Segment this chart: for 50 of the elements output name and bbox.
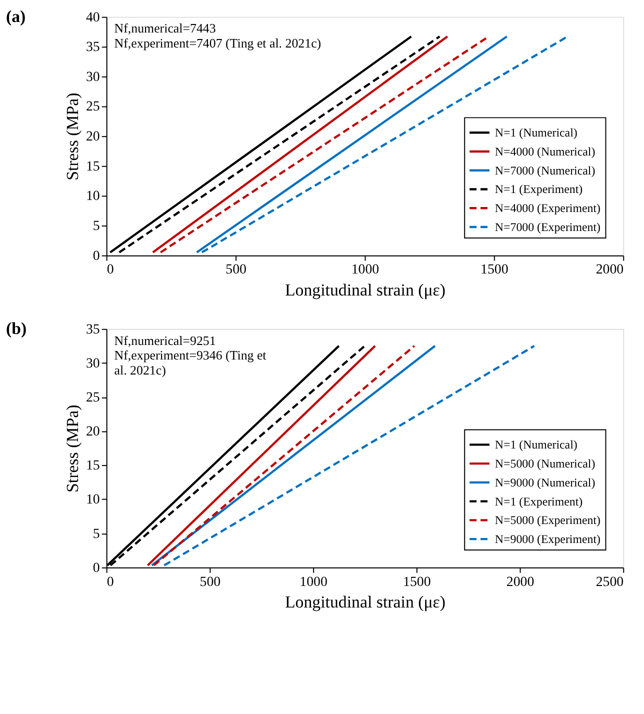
y-axis-title: Stress (MPa) [63, 404, 82, 492]
y-tick-label: 10 [86, 189, 100, 204]
x-axis-title: Longitudinal strain (με) [284, 280, 446, 300]
y-tick-label: 30 [86, 356, 100, 372]
x-axis-title: Longitudinal strain (με) [284, 592, 446, 612]
annotation: Nf,numerical=7443 [114, 20, 216, 36]
y-tick-label: 15 [86, 159, 100, 174]
y-tick-label: 5 [92, 218, 100, 234]
x-tick-label: 2000 [506, 574, 534, 590]
chart-title: (b) [6, 318, 27, 338]
y-tick-label: 10 [86, 492, 100, 508]
x-tick-label: 1000 [300, 574, 328, 590]
legend-label: N=9000 (Experiment) [494, 532, 601, 546]
x-tick-label: 2500 [596, 574, 624, 590]
x-tick-label: 2000 [596, 262, 624, 278]
legend-label: N=1 (Experiment) [494, 182, 583, 196]
legend-label: N=7000 (Experiment) [494, 220, 601, 234]
annotation: Nf,numerical=9251 [114, 332, 216, 348]
x-tick-label: 0 [106, 262, 114, 278]
y-tick-label: 5 [92, 526, 100, 542]
x-tick-label: 1500 [403, 574, 431, 590]
annotation: Nf,experiment=7407 (Ting et al. 2021c) [114, 36, 322, 51]
annotation: Nf,experiment=9346 (Ting et al. 2021c) [114, 348, 267, 378]
legend-label: N=7000 (Numerical) [494, 163, 596, 178]
y-tick-label: 15 [86, 458, 100, 474]
y-tick-label: 40 [86, 10, 100, 26]
legend-label: N=4000 (Numerical) [494, 144, 596, 158]
y-tick-label: 25 [86, 100, 100, 115]
legend-label: N=1 (Numerical) [494, 126, 578, 140]
y-tick-label: 20 [86, 130, 100, 145]
y-tick-label: 0 [92, 560, 100, 576]
legend-label: N=5000 (Numerical) [494, 456, 596, 471]
legend-label: N=9000 (Numerical) [494, 475, 596, 490]
legend-label: N=4000 (Experiment) [494, 201, 601, 216]
y-tick-label: 0 [92, 248, 100, 264]
x-tick-label: 1500 [480, 262, 508, 278]
x-tick-label: 1000 [351, 262, 380, 278]
y-tick-label: 25 [86, 390, 100, 406]
legend-label: N=1 (Numerical) [494, 438, 578, 452]
y-axis-title: Stress (MPa) [63, 92, 82, 180]
chart-title: (a) [6, 6, 26, 26]
legend-label: N=1 (Experiment) [494, 494, 583, 508]
y-tick-label: 35 [86, 322, 100, 338]
y-tick-label: 35 [86, 40, 100, 56]
x-tick-label: 500 [226, 262, 247, 278]
y-tick-label: 30 [86, 70, 100, 85]
x-tick-label: 500 [200, 574, 221, 590]
x-tick-label: 0 [106, 574, 114, 590]
legend-label: N=5000 (Experiment) [494, 513, 601, 528]
y-tick-label: 20 [86, 424, 100, 440]
